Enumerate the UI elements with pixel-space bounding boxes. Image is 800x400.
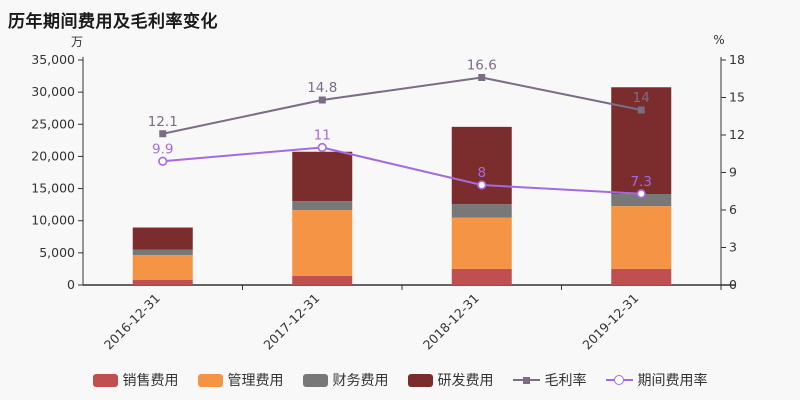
legend-swatch-rd-expense-icon: [407, 373, 433, 387]
gross-margin-marker[interactable]: [637, 106, 645, 114]
legend-label-rd-expense: 研发费用: [437, 373, 494, 389]
square-marker-icon: [522, 376, 530, 384]
bar-segment-rd-expense[interactable]: [292, 151, 353, 202]
legend-line-marker-gross-margin-icon: [512, 374, 540, 387]
period-expense-ratio-marker[interactable]: [477, 180, 487, 190]
legend-line-marker-period-expense-ratio-icon: [605, 374, 633, 387]
bar-segment-finance-expense[interactable]: [132, 249, 193, 256]
right-axis-tick-label: 15: [729, 90, 745, 105]
left-axis-unit-label: 万: [70, 35, 83, 49]
x-axis-label: 2019-12-31: [579, 291, 641, 353]
right-axis-tick-label: 12: [729, 127, 745, 142]
legend-item-admin-expense[interactable]: 管理费用: [197, 370, 284, 390]
x-axis-label: 2017-12-31: [260, 291, 322, 353]
legend-label-sales-expense: 销售费用: [122, 373, 179, 389]
right-axis-tick-label: 9: [729, 165, 737, 180]
chart-legend: 销售费用 管理费用 财务费用 研发费用 毛利率 期间费用率: [0, 370, 800, 390]
bar-segment-rd-expense[interactable]: [451, 126, 512, 205]
gross-margin-data-label: 14: [633, 90, 650, 106]
left-axis-tick-label: 25,000: [31, 116, 75, 131]
bar-segment-finance-expense[interactable]: [611, 194, 672, 207]
gross-margin-marker[interactable]: [318, 96, 326, 104]
right-axis-tick-label: 3: [729, 240, 737, 255]
right-axis-tick-label: 18: [729, 52, 745, 67]
right-axis-tick-label: 0: [729, 277, 737, 292]
period-expense-ratio-data-label: 11: [314, 128, 331, 144]
bar-segment-sales-expense[interactable]: [451, 268, 512, 285]
right-axis-unit-label: %: [713, 33, 725, 47]
chart-title: 历年期间费用及毛利率变化: [8, 12, 218, 32]
bar-segment-admin-expense[interactable]: [451, 217, 512, 269]
period-expense-ratio-data-label: 9.9: [152, 141, 173, 157]
bar-segment-admin-expense[interactable]: [132, 255, 193, 280]
left-axis-tick-label: 10,000: [31, 213, 75, 228]
gross-margin-marker[interactable]: [159, 130, 167, 138]
left-axis-tick-label: 20,000: [31, 148, 75, 163]
period-expense-ratio-marker[interactable]: [636, 189, 646, 199]
bar-segment-finance-expense[interactable]: [292, 201, 353, 211]
period-expense-ratio-line: [162, 146, 642, 195]
gross-margin-data-label: 16.6: [467, 58, 497, 74]
legend-item-sales-expense[interactable]: 销售费用: [92, 370, 179, 390]
left-axis-tick-label: 35,000: [31, 52, 75, 67]
bar-segment-admin-expense[interactable]: [611, 206, 672, 269]
gross-margin-line: [162, 76, 642, 135]
gross-margin-marker[interactable]: [478, 74, 486, 81]
legend-swatch-finance-expense-icon: [302, 373, 328, 387]
left-axis-tick-label: 0: [67, 277, 75, 292]
legend-swatch-sales-expense-icon: [92, 373, 118, 387]
legend-item-finance-expense[interactable]: 财务费用: [302, 370, 389, 390]
legend-item-gross-margin[interactable]: 毛利率: [512, 370, 587, 390]
period-expense-ratio-marker[interactable]: [317, 142, 327, 153]
right-axis-tick-label: 6: [729, 202, 737, 217]
bar-segment-sales-expense[interactable]: [292, 275, 353, 285]
period-expense-ratio-data-label: 8: [477, 165, 486, 181]
x-axis-label: 2018-12-31: [420, 291, 482, 353]
x-axis-label: 2016-12-31: [101, 291, 163, 353]
gross-margin-data-label: 14.8: [307, 80, 337, 96]
legend-label-period-expense-ratio: 期间费用率: [637, 373, 708, 389]
legend-swatch-admin-expense-icon: [197, 373, 223, 387]
bar-segment-finance-expense[interactable]: [451, 204, 512, 218]
legend-item-period-expense-ratio[interactable]: 期间费用率: [605, 370, 708, 390]
legend-label-gross-margin: 毛利率: [544, 373, 587, 389]
period-expense-ratio-marker[interactable]: [158, 156, 168, 166]
bar-segment-sales-expense[interactable]: [611, 268, 672, 285]
legend-item-rd-expense[interactable]: 研发费用: [407, 370, 494, 390]
legend-label-finance-expense: 财务费用: [332, 373, 389, 389]
bar-segment-rd-expense[interactable]: [132, 227, 193, 250]
left-axis-tick-label: 30,000: [31, 84, 75, 99]
bar-segment-admin-expense[interactable]: [292, 210, 353, 276]
left-axis-tick-label: 15,000: [31, 181, 75, 196]
gross-margin-data-label: 12.1: [148, 114, 178, 130]
left-axis-tick-label: 5,000: [39, 245, 75, 260]
circle-marker-icon: [613, 375, 624, 385]
bar-segment-sales-expense[interactable]: [132, 279, 193, 285]
period-expense-ratio-data-label: 7.3: [631, 174, 652, 190]
legend-label-admin-expense: 管理费用: [227, 373, 284, 389]
